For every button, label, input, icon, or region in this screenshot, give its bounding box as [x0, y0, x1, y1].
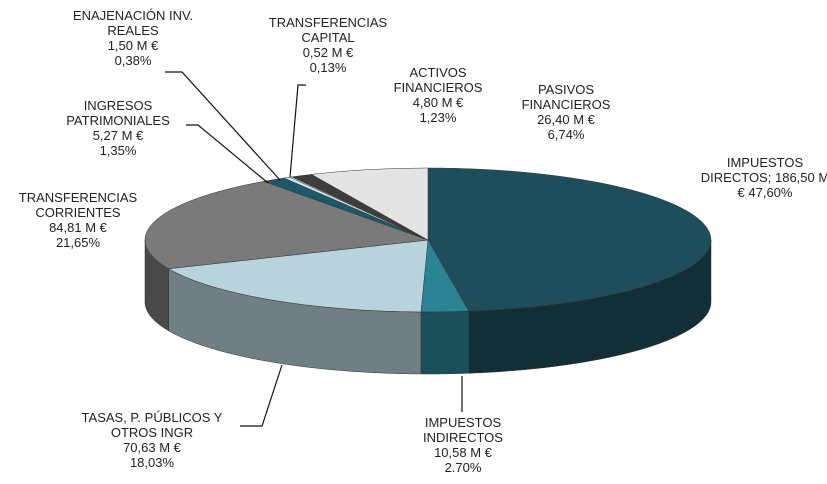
pie-sides — [144, 239, 712, 375]
label-amount: 0,52 M € — [302, 45, 354, 60]
label-name: INGRESOS PATRIMONIALES — [66, 98, 170, 128]
label-name: TASAS, P. PÚBLICOS Y OTROS INGR — [81, 410, 223, 440]
label-percent: 2.70% — [444, 460, 482, 475]
label-amount: 70,63 M € — [123, 440, 181, 455]
label-amount: 5,27 M € — [92, 128, 144, 143]
label-name: IMPUESTOS INDIRECTOS — [423, 415, 503, 445]
slice-label: PASIVOS FINANCIEROS 26,40 M €6,74% — [511, 82, 621, 142]
label-amount: 84,81 M € — [49, 220, 107, 235]
label-percent: 18,03% — [129, 455, 175, 470]
pie-slice — [427, 167, 712, 312]
leader-line — [165, 71, 281, 181]
slice-label: TASAS, P. PÚBLICOS Y OTROS INGR 70,63 M €… — [67, 410, 237, 470]
label-percent: 1,35% — [99, 143, 137, 158]
slice-label: IMPUESTOS INDIRECTOS 10,58 M €2.70% — [408, 415, 518, 475]
label-amount: 4,80 M € — [412, 95, 464, 110]
leader-line — [240, 364, 283, 427]
slice-label: TRANSFERENCIAS CAPITAL 0,52 M €0,13% — [263, 15, 393, 75]
label-amount: 186,50 M € — [737, 170, 827, 200]
label-percent: 6,74% — [547, 127, 585, 142]
slice-label: IMPUESTOS DIRECTOS; 186,50 M € 47,60% — [698, 155, 827, 200]
slice-label: ENAJENACIÓN INV. REALES 1,50 M €0,38% — [58, 8, 208, 68]
slice-label: INGRESOS PATRIMONIALES 5,27 M €1,35% — [53, 98, 183, 158]
label-percent: 47,60% — [748, 185, 793, 200]
label-percent: 1,23% — [419, 110, 457, 125]
label-percent: 21,65% — [55, 235, 101, 250]
pie-tops — [144, 167, 712, 313]
label-amount: 1,50 M € — [107, 38, 159, 53]
slice-label: ACTIVOS FINANCIEROS 4,80 M €1,23% — [388, 65, 488, 125]
leader-lines — [165, 71, 463, 427]
pie-slice — [167, 239, 429, 313]
pie-slice — [144, 181, 429, 270]
label-name: ENAJENACIÓN INV. REALES — [72, 8, 194, 38]
label-name: IMPUESTOS DIRECTOS; — [700, 155, 804, 185]
label-amount: 10,58 M € — [434, 445, 492, 460]
slice-label: TRANSFERENCIAS CORRIENTES 84,81 M €21,65% — [3, 190, 153, 250]
leader-line — [186, 124, 269, 184]
label-name: PASIVOS FINANCIEROS — [521, 82, 611, 112]
label-percent: 0,38% — [114, 53, 152, 68]
label-amount: 26,40 M € — [537, 112, 595, 127]
leader-line — [289, 84, 306, 178]
label-percent: 0,13% — [309, 60, 347, 75]
pie-slice — [310, 167, 429, 241]
label-name: ACTIVOS FINANCIEROS — [393, 65, 483, 95]
label-name: TRANSFERENCIAS CAPITAL — [268, 15, 388, 45]
label-name: TRANSFERENCIAS CORRIENTES — [18, 190, 138, 220]
pie-slice-side — [420, 310, 470, 375]
